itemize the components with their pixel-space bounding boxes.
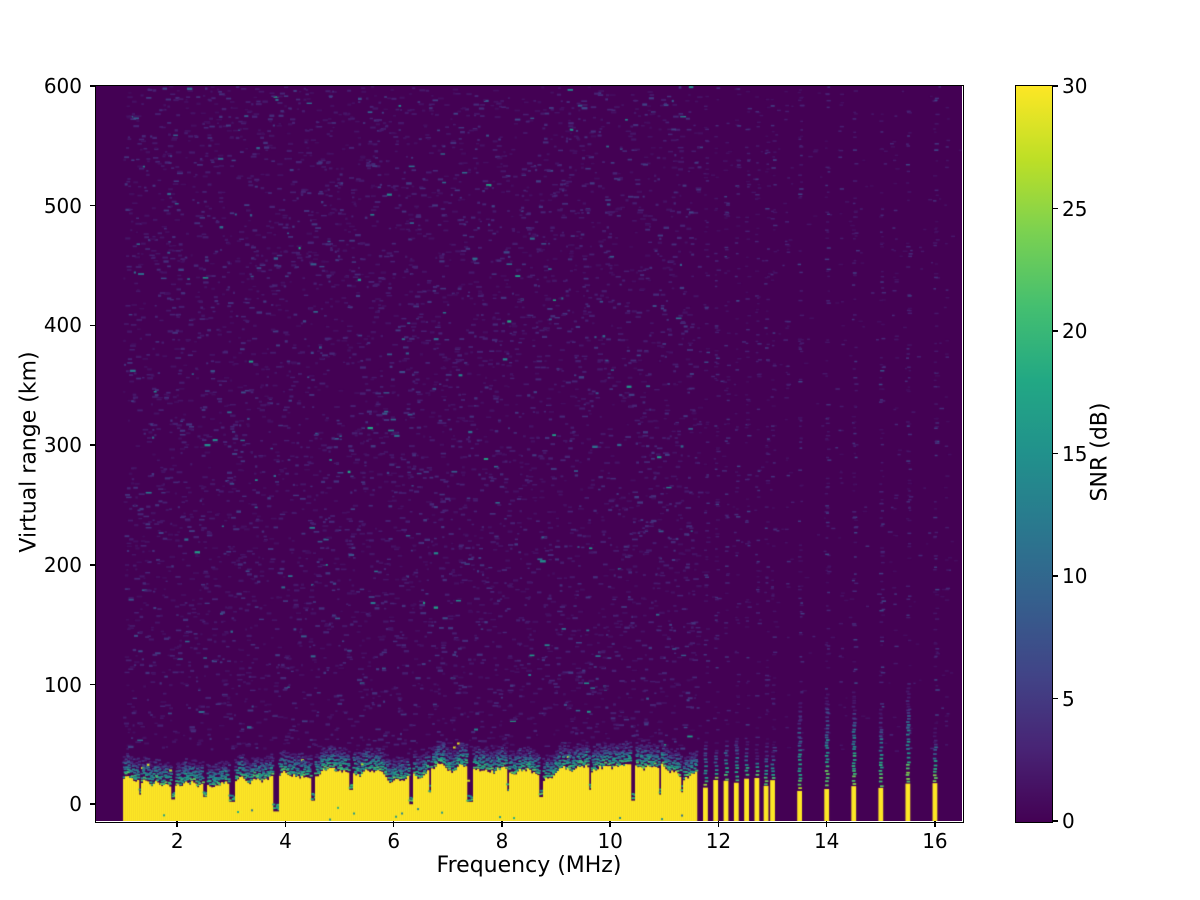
colorbar-tick — [1052, 207, 1058, 210]
y-tick-label: 500 — [43, 193, 82, 218]
colorbar-tick — [1052, 575, 1058, 577]
y-tick — [90, 85, 96, 87]
y-tick — [90, 564, 96, 566]
x-tick-label: 10 — [597, 829, 623, 853]
x-tick-label: 2 — [170, 829, 184, 853]
colorbar-tick — [1052, 697, 1058, 700]
colorbar-tick — [1052, 330, 1058, 332]
colorbar-tick-label: 25 — [1062, 196, 1088, 221]
x-tick — [176, 821, 178, 827]
y-tick-label: 400 — [43, 313, 82, 338]
y-tick — [90, 324, 96, 327]
x-tick-label: 8 — [495, 829, 509, 853]
colorbar-tick — [1052, 85, 1058, 87]
colorbar-tick-label: 0 — [1062, 809, 1075, 833]
x-axis-label: Frequency (MHz) — [436, 853, 622, 878]
x-tick — [392, 821, 395, 827]
colorbar-tick-label: 10 — [1062, 564, 1088, 588]
x-tick — [284, 821, 287, 827]
colorbar-tick-label: 15 — [1062, 441, 1088, 466]
y-tick — [90, 803, 96, 805]
y-tick — [90, 204, 96, 207]
colorbar-label: SNR (dB) — [1087, 402, 1113, 502]
x-tick — [501, 821, 503, 827]
y-tick-label: 0 — [69, 792, 82, 817]
x-tick-label: 4 — [279, 829, 292, 853]
ionogram-heatmap-canvas — [96, 86, 962, 821]
x-tick-label: 12 — [705, 829, 732, 853]
colorbar-tick-label: 30 — [1062, 74, 1088, 98]
colorbar-tick-label: 5 — [1062, 686, 1075, 711]
y-tick-label: 200 — [43, 552, 82, 577]
y-tick — [90, 444, 96, 446]
y-tick-label: 300 — [43, 433, 82, 458]
y-tick-label: 100 — [43, 672, 82, 697]
x-tick — [825, 821, 828, 827]
x-tick — [717, 821, 720, 827]
x-tick-label: 6 — [387, 829, 401, 853]
x-tick-label: 16 — [922, 829, 948, 853]
x-tick — [609, 821, 611, 827]
colorbar-tick — [1052, 820, 1058, 822]
colorbar-tick-label: 20 — [1062, 319, 1088, 343]
y-tick — [90, 683, 96, 686]
colorbar-tick — [1052, 452, 1058, 455]
x-tick — [934, 821, 936, 827]
y-tick-label: 600 — [43, 74, 82, 98]
x-tick-label: 14 — [813, 829, 840, 853]
colorbar-gradient — [1014, 84, 1053, 823]
